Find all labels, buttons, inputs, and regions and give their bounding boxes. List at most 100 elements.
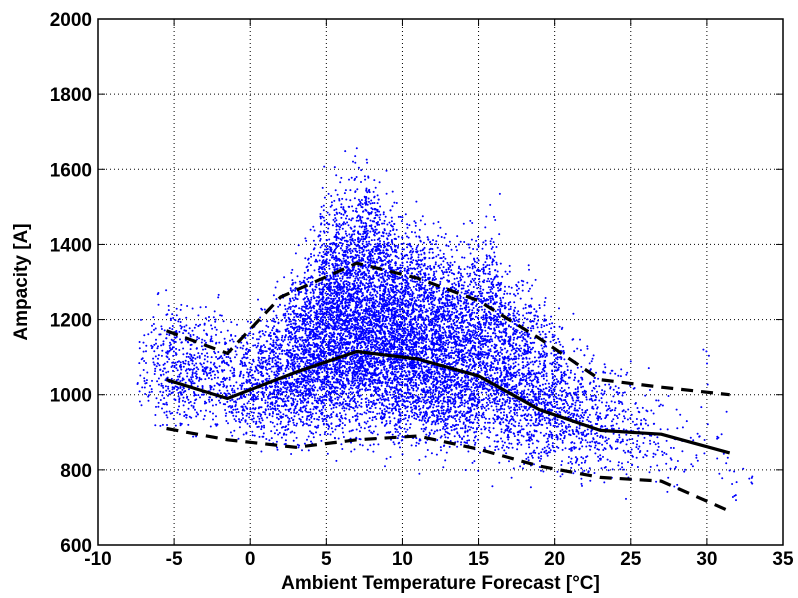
scatter-point [338, 334, 341, 337]
scatter-point [348, 269, 351, 272]
scatter-point [310, 421, 313, 423]
scatter-point [348, 205, 351, 208]
scatter-point [304, 352, 307, 354]
scatter-point [329, 324, 332, 327]
scatter-point [189, 344, 192, 346]
scatter-point [310, 275, 313, 278]
scatter-point [353, 229, 356, 232]
scatter-point [165, 401, 168, 404]
scatter-point [348, 403, 351, 406]
scatter-point [280, 344, 283, 347]
scatter-point [256, 338, 258, 341]
scatter-point [273, 373, 276, 376]
scatter-point [269, 331, 272, 334]
scatter-point [156, 380, 159, 383]
scatter-point [325, 365, 328, 367]
scatter-point [266, 320, 269, 323]
scatter-point [324, 378, 327, 381]
scatter-point [187, 388, 190, 391]
scatter-point [289, 383, 292, 386]
scatter-point [349, 299, 352, 302]
scatter-point [254, 422, 257, 425]
scatter-point [234, 404, 237, 406]
scatter-point [353, 340, 356, 343]
scatter-point [343, 387, 346, 390]
scatter-point [319, 217, 322, 220]
scatter-point [328, 278, 331, 281]
scatter-point [230, 333, 233, 336]
scatter-point [322, 314, 325, 317]
scatter-point [305, 372, 308, 374]
scatter-point [265, 324, 268, 327]
scatter-point [312, 326, 315, 328]
scatter-point [378, 216, 381, 219]
scatter-point [341, 227, 344, 230]
scatter-point [155, 397, 158, 400]
scatter-point [358, 298, 361, 301]
scatter-point [291, 390, 294, 393]
scatter-point [339, 329, 342, 332]
scatter-point [366, 448, 369, 451]
scatter-point [215, 366, 218, 369]
scatter-point [336, 301, 339, 304]
scatter-point [354, 249, 357, 252]
scatter-point [344, 319, 347, 322]
scatter-point [282, 313, 285, 316]
scatter-point [354, 269, 357, 272]
scatter-point [281, 364, 284, 367]
scatter-point [295, 314, 298, 317]
scatter-point [245, 407, 248, 410]
scatter-point [178, 397, 181, 400]
scatter-point [365, 422, 368, 425]
scatter-point [316, 377, 319, 380]
scatter-point [138, 362, 141, 365]
scatter-point [348, 369, 351, 371]
scatter-point [318, 274, 321, 277]
scatter-point [300, 372, 303, 375]
scatter-point [354, 419, 357, 422]
scatter-point [306, 300, 308, 303]
scatter-point [142, 369, 145, 371]
scatter-point [282, 413, 285, 416]
scatter-point [335, 406, 338, 409]
scatter-point [319, 433, 322, 436]
scatter-point [364, 315, 367, 318]
scatter-point [377, 315, 380, 318]
scatter-point [346, 251, 349, 254]
scatter-point [334, 327, 337, 330]
scatter-point [325, 393, 328, 396]
scatter-point [269, 352, 272, 355]
scatter-point [198, 356, 201, 359]
scatter-point [305, 375, 308, 378]
scatter-point [312, 408, 315, 411]
scatter-point [247, 400, 250, 403]
scatter-point [352, 275, 355, 278]
scatter-point [351, 358, 354, 361]
scatter-point [313, 346, 316, 348]
scatter-point [303, 442, 306, 445]
scatter-point [358, 367, 361, 370]
scatter-point [147, 394, 150, 397]
scatter-point [240, 388, 243, 390]
scatter-point [252, 333, 255, 336]
scatter-point [361, 216, 364, 219]
scatter-point [177, 408, 179, 411]
scatter-point [311, 412, 314, 415]
scatter-point [277, 305, 280, 308]
scatter-point [154, 414, 157, 416]
scatter-point [337, 318, 340, 321]
scatter-point [350, 269, 353, 272]
scatter-point [334, 264, 337, 267]
scatter-point [188, 379, 191, 382]
scatter-point [335, 208, 338, 211]
scatter-point [336, 393, 339, 395]
scatter-point [319, 238, 322, 240]
scatter-point [251, 385, 254, 387]
scatter-point [340, 311, 343, 314]
scatter-point [291, 333, 294, 336]
scatter-point [336, 378, 339, 381]
scatter-point [178, 373, 181, 376]
scatter-point [330, 334, 333, 337]
scatter-point [345, 377, 348, 380]
scatter-point [348, 361, 351, 364]
